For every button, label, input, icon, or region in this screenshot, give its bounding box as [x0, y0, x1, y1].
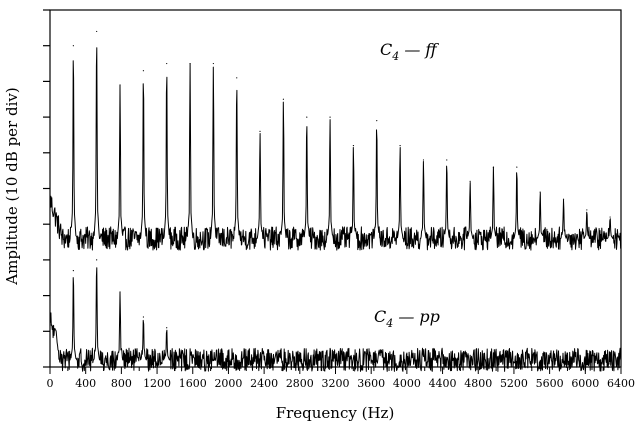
harmonic-peak [119, 291, 121, 293]
x-tick-label: 4000 [393, 377, 421, 390]
harmonic-peak [376, 120, 378, 122]
harmonic-peak [586, 209, 588, 211]
y-axis-ticks [43, 9, 50, 368]
harmonic-peak [142, 70, 145, 72]
harmonic-peak [469, 180, 471, 182]
harmonic-peak [259, 130, 261, 132]
harmonic-peak [189, 62, 191, 65]
harmonic-peak [492, 166, 495, 168]
x-tick-label: 4800 [464, 377, 492, 390]
x-tick-label: 6000 [571, 377, 599, 390]
series-label: C4 — ff [380, 40, 439, 63]
x-tick-label: 800 [111, 377, 132, 390]
harmonic-peak [212, 62, 214, 65]
harmonic-peak [72, 45, 74, 47]
harmonic-peak [329, 116, 331, 118]
harmonic-peak [399, 145, 401, 147]
harmonic-peak [72, 270, 74, 272]
harmonic-peak [142, 316, 145, 318]
series-label: C4 — pp [374, 307, 440, 330]
x-tick-label: 5200 [500, 377, 528, 390]
series-line [49, 47, 622, 251]
harmonic-peak [609, 216, 611, 218]
x-tick-label: 2000 [214, 377, 242, 390]
harmonic-peak [446, 159, 448, 161]
harmonic-peak [119, 84, 121, 86]
x-tick-label: 2800 [286, 377, 314, 390]
y-axis-title: Amplitude (10 dB per div) [3, 87, 21, 285]
x-tick-label: 3600 [357, 377, 385, 390]
harmonic-peak [562, 198, 565, 200]
x-tick-label: 5600 [536, 377, 564, 390]
series-label-layer: C4 — ff C4 — pp [374, 40, 440, 330]
series-layer [49, 30, 622, 372]
harmonic-peak [96, 259, 98, 261]
plot-frame [49, 9, 622, 368]
x-tick-label: 4400 [429, 377, 457, 390]
harmonic-peak [306, 116, 308, 118]
harmonic-peak [96, 30, 98, 33]
harmonic-peak [236, 77, 238, 79]
harmonic-peak [166, 327, 168, 329]
x-tick-label: 1200 [143, 377, 171, 390]
x-tick-label: 1600 [179, 377, 207, 390]
x-tick-label: 3200 [322, 377, 350, 390]
x-axis-title: Frequency (Hz) [276, 404, 395, 422]
x-tick-label: 400 [75, 377, 96, 390]
harmonic-peak [166, 62, 168, 65]
harmonic-peak [516, 166, 518, 168]
x-tick-label: 6400 [607, 377, 635, 390]
x-tick-label: 0 [47, 377, 54, 390]
x-tick-label: 2400 [250, 377, 278, 390]
harmonic-peak [422, 159, 425, 161]
series-line [49, 267, 622, 372]
harmonic-peak [282, 98, 284, 100]
harmonic-peak [539, 191, 541, 193]
harmonic-peak [352, 145, 355, 147]
x-axis-ticks: 0 400 800 1200 1600 2000 2400 2800 3200 3600 4000 4… [47, 367, 635, 390]
